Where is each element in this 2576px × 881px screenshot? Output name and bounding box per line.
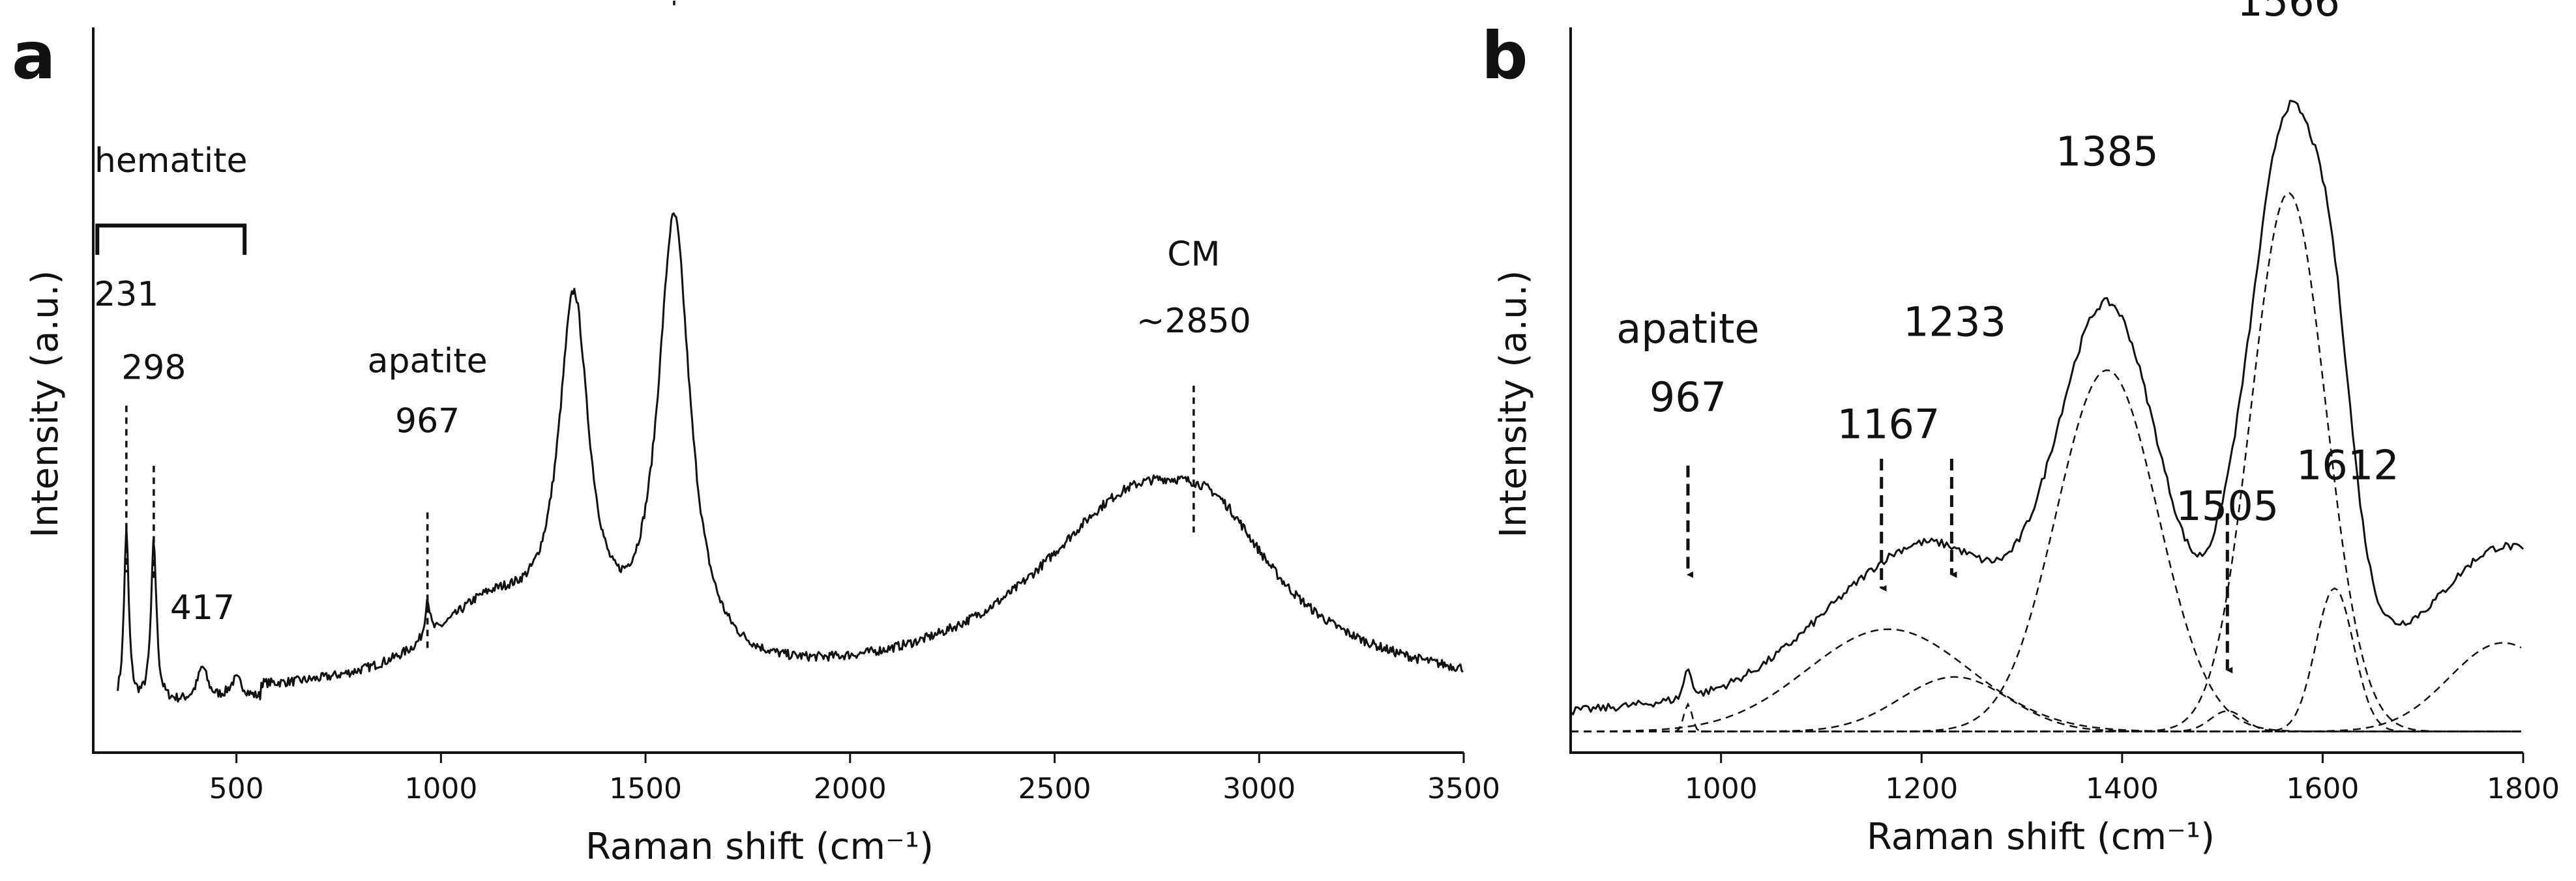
panel-b-xtick-label-1200: 1200 [1885, 772, 1958, 805]
panel-a-letter: a [12, 18, 55, 94]
panel-b-arrows [1686, 459, 2233, 674]
panel-a-annotation: 417 [170, 588, 235, 628]
panel-a-markers [95, 0, 1195, 653]
panel-b-annotation: 967 [1650, 373, 1726, 421]
panel-a-ylabel: Intensity (a.u.) [24, 270, 67, 538]
panel-a-xtick-label-2000: 2000 [814, 772, 887, 805]
panel-b-fit-1167 [1571, 628, 2521, 732]
panel-a-xtick-label-3000: 3000 [1222, 772, 1295, 805]
panel-b-annotation: 1385 [2056, 128, 2159, 175]
panel-a-annotations: hematite231298417apatite967hematite~1325… [94, 141, 1251, 628]
panel-b-axes [1569, 27, 2523, 754]
panel-b-fit-1385 [1571, 369, 2521, 732]
panel-a-chart: 500 1000 1500 2000 2500 3000 3500 hematite 231 2… [24, 0, 1500, 868]
panel-b-annotation: 1612 [2296, 441, 2399, 489]
panel-b-annotation: apatite [1616, 305, 1759, 353]
panel-a-xlabel: Raman shift (cm⁻¹) [585, 826, 934, 868]
panel-a-annotation: apatite [368, 341, 488, 381]
panel-b-xtick-label-1000: 1000 [1685, 772, 1758, 805]
panel-a-ticks: 500 1000 1500 2000 2500 3000 3500 [209, 753, 1500, 805]
panel-b-fit-components [1571, 192, 2522, 732]
panel-b-annotation: 1505 [2176, 482, 2279, 530]
panel-a-spectrum [117, 212, 1464, 703]
panel-b-xlabel: Raman shift (cm⁻¹) [1867, 816, 2215, 858]
panel-b-ylabel: Intensity (a.u.) [1492, 270, 1535, 538]
panel-a-annotation: 231 [94, 275, 158, 314]
panel-b-xtick-label-1600: 1600 [2286, 772, 2359, 805]
panel-b-fit-967 [1571, 702, 2521, 732]
panel-a-xtick-label-1500: 1500 [609, 772, 682, 805]
panel-b-annotation: 1566 [2237, 0, 2340, 25]
panel-a-annotation: 967 [395, 401, 460, 440]
panel-a-hematite-bracket [95, 224, 247, 255]
panel-b-xtick-label-1800: 1800 [2487, 772, 2560, 805]
panel-a-annotation: 298 [121, 349, 186, 388]
panel-a-annotation: hematite [95, 141, 248, 181]
panel-a-annotation: CM [1167, 235, 1220, 274]
panel-b-letter: b [1481, 18, 1528, 94]
panel-b-annotation: 1167 [1837, 401, 1940, 448]
panel-a-xtick-label-2500: 2500 [1018, 772, 1091, 805]
panel-b-annotations: apatite 967 1167 1233 1385 1505 1566 1612 [1616, 0, 2399, 530]
panel-a-xtick-label-500: 500 [209, 772, 264, 805]
panel-b-xtick-label-1400: 1400 [2086, 772, 2159, 805]
panel-a-annotation: ~2850 [1136, 302, 1251, 341]
panel-b-fit-1612 [1571, 587, 2521, 732]
panel-b-annotation: 1233 [1903, 298, 2006, 346]
panel-b-spectrum [1569, 100, 2524, 715]
panel-a-axes [92, 27, 1464, 754]
panel-b-chart: 1000 1200 1400 1600 1800 apatite 967 1167 1233 1… [1492, 0, 2560, 858]
panel-b-ticks: 1000 1200 1400 1600 1800 [1685, 753, 2560, 805]
panel-a-xtick-label-3500: 3500 [1427, 772, 1500, 805]
panel-a-xtick-label-1000: 1000 [404, 772, 477, 805]
